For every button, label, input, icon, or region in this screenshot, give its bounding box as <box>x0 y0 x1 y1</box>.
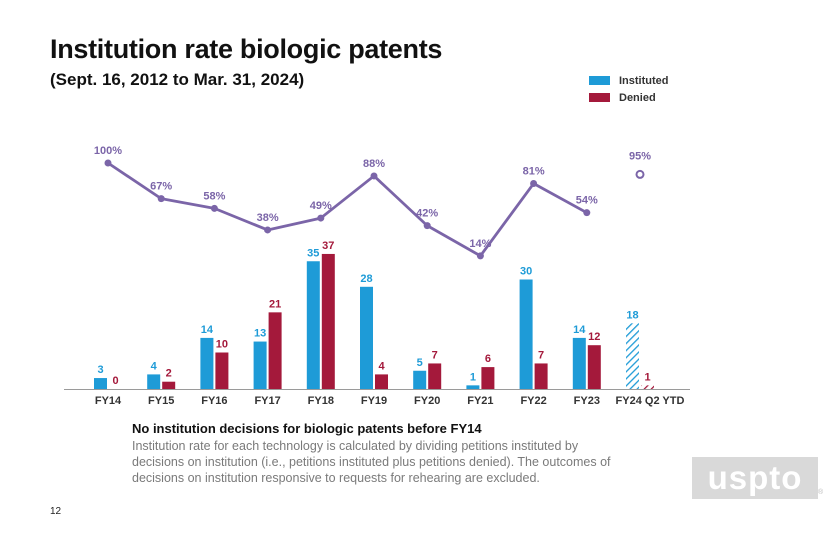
data-label-instituted: 18 <box>626 309 638 321</box>
x-tick-label: FY17 <box>254 395 280 407</box>
x-tick-label: FY22 <box>520 395 546 407</box>
data-label-denied: 21 <box>269 298 281 310</box>
chart-legend: Instituted Denied <box>589 72 669 106</box>
rate-point <box>423 222 431 230</box>
bar-instituted <box>626 323 639 389</box>
x-tick-label: FY19 <box>361 395 387 407</box>
registered-mark: ® <box>818 489 824 496</box>
x-tick-label: FY18 <box>308 395 334 407</box>
rate-point <box>157 195 165 203</box>
data-label-instituted: 14 <box>573 324 586 336</box>
x-tick-label: FY24 Q2 YTD <box>616 395 685 407</box>
rate-point <box>476 252 484 260</box>
bar-denied <box>534 363 548 389</box>
data-label-instituted: 13 <box>254 328 266 340</box>
bar-instituted <box>147 374 161 389</box>
x-tick-label: FY23 <box>574 395 600 407</box>
x-tick-label: FY16 <box>201 395 227 407</box>
institution-rate-chart: 30FY1442FY151410FY161321FY173537FY18284F… <box>64 145 690 407</box>
legend-item-denied: Denied <box>589 89 669 106</box>
data-label-instituted: 35 <box>307 247 319 259</box>
data-label-instituted: 5 <box>417 357 423 369</box>
data-label-denied: 7 <box>538 349 544 361</box>
note-body: Institution rate for each technology is … <box>132 439 611 485</box>
bar-denied <box>587 345 601 389</box>
data-label-denied: 37 <box>322 240 334 252</box>
rate-label: 54% <box>576 195 598 207</box>
data-label-instituted: 28 <box>360 273 372 285</box>
rate-label: 100% <box>94 145 122 157</box>
data-label-instituted: 3 <box>97 364 103 376</box>
x-tick-label: FY15 <box>148 395 174 407</box>
x-tick-label: FY14 <box>95 395 122 407</box>
data-label-denied: 10 <box>216 339 228 351</box>
data-label-denied: 2 <box>166 368 172 380</box>
data-label-instituted: 4 <box>151 360 158 372</box>
bar-instituted <box>360 286 373 389</box>
data-label-denied: 7 <box>432 349 438 361</box>
institution-rate-line <box>107 161 588 258</box>
x-tick-label: FY21 <box>467 395 493 407</box>
rate-point-partial <box>635 169 645 179</box>
rate-label: 14% <box>469 238 491 250</box>
bar-denied <box>428 363 442 389</box>
data-label-denied: 0 <box>112 375 118 387</box>
rate-label: 67% <box>150 181 172 193</box>
bar-instituted <box>413 370 427 389</box>
bar-instituted <box>94 378 107 389</box>
legend-label-instituted: Instituted <box>619 74 669 87</box>
x-tick-label: FY20 <box>414 395 440 407</box>
methodology-note: No institution decisions for biologic pa… <box>132 421 632 486</box>
legend-label-denied: Denied <box>619 91 656 104</box>
bar-instituted <box>253 341 267 389</box>
rate-label: 58% <box>203 190 225 202</box>
rate-label: 81% <box>523 166 545 178</box>
legend-item-instituted: Instituted <box>589 72 669 89</box>
note-heading: No institution decisions for biologic pa… <box>132 421 482 436</box>
rate-label: 42% <box>416 208 438 220</box>
rate-point <box>583 209 591 217</box>
rate-point <box>104 159 112 167</box>
bar-instituted <box>572 337 586 389</box>
bar-instituted <box>200 337 214 389</box>
rate-label: 95% <box>629 150 651 162</box>
bar-instituted <box>519 279 533 389</box>
uspto-logo: uspto <box>692 457 818 499</box>
rate-point <box>530 180 538 188</box>
data-label-instituted: 1 <box>470 371 476 383</box>
bar-denied <box>162 381 176 389</box>
page-number: 12 <box>50 506 62 517</box>
rate-point <box>210 204 218 212</box>
bar-instituted <box>306 261 320 389</box>
rate-label: 38% <box>257 212 279 224</box>
page-title: Institution rate biologic patents <box>50 34 443 64</box>
data-label-denied: 12 <box>588 331 600 343</box>
rate-label: 49% <box>310 200 332 212</box>
rate-label: 88% <box>363 158 385 170</box>
bar-denied <box>268 312 282 389</box>
bar-denied <box>321 253 335 389</box>
rate-point <box>317 214 325 222</box>
bar-denied <box>481 367 495 389</box>
rate-point <box>370 172 378 180</box>
rate-point <box>264 226 272 234</box>
legend-swatch-denied <box>589 93 610 102</box>
date-range-subtitle: (Sept. 16, 2012 to Mar. 31, 2024) <box>50 70 305 89</box>
data-label-denied: 1 <box>644 371 650 383</box>
bar-denied <box>375 374 388 389</box>
bar-denied <box>641 385 654 389</box>
bar-denied <box>215 352 229 389</box>
data-label-denied: 4 <box>378 360 385 372</box>
data-label-instituted: 14 <box>201 324 214 336</box>
bar-instituted <box>466 385 480 389</box>
legend-swatch-instituted <box>589 76 610 85</box>
data-label-denied: 6 <box>485 353 491 365</box>
data-label-instituted: 30 <box>520 266 532 278</box>
